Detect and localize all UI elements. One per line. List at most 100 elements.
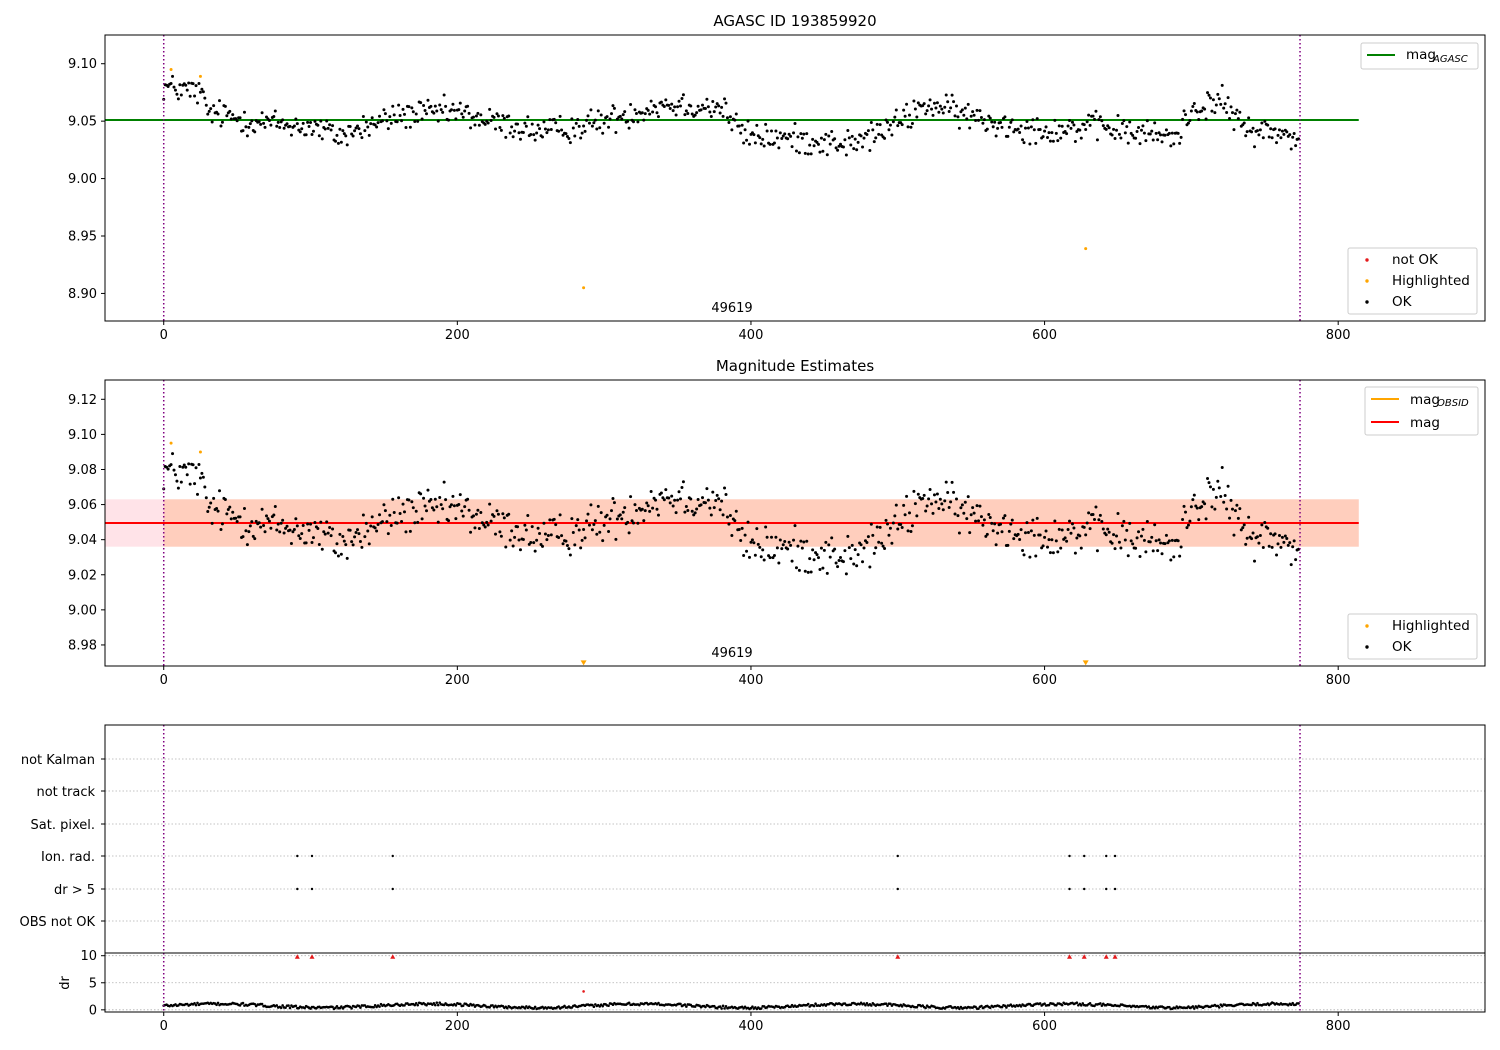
ok-point xyxy=(916,492,920,496)
ok-point xyxy=(1242,121,1246,125)
ok-point xyxy=(900,526,904,530)
ok-point xyxy=(940,107,944,111)
ok-point xyxy=(1079,546,1083,550)
ok-point xyxy=(545,538,549,542)
ok-point xyxy=(193,94,197,98)
ok-point xyxy=(404,126,408,130)
ok-point xyxy=(968,126,972,130)
ok-point xyxy=(244,125,248,129)
ok-point xyxy=(407,105,411,109)
ok-point xyxy=(786,547,790,551)
ok-point xyxy=(357,532,361,536)
ok-point xyxy=(715,493,719,497)
ok-point xyxy=(439,108,443,112)
ok-point xyxy=(768,556,772,560)
ok-point xyxy=(609,112,613,116)
ok-point xyxy=(326,126,330,130)
ok-point xyxy=(1057,124,1061,128)
ok-point xyxy=(248,524,252,528)
ok-point xyxy=(187,462,191,466)
ok-point xyxy=(504,135,508,139)
ok-point xyxy=(793,121,797,125)
ok-point xyxy=(1279,136,1283,140)
ok-point xyxy=(1270,545,1274,549)
ok-point xyxy=(991,125,995,129)
dr-point xyxy=(704,1005,707,1009)
ok-point xyxy=(1097,518,1101,522)
ok-point xyxy=(1285,130,1289,134)
dr-point xyxy=(601,1004,604,1008)
ok-point xyxy=(1213,507,1217,511)
ok-point xyxy=(574,121,578,125)
ok-point xyxy=(1282,132,1286,136)
ok-point xyxy=(695,111,699,115)
ok-point xyxy=(1053,118,1057,122)
ok-point xyxy=(228,505,232,509)
ok-point xyxy=(560,128,564,132)
ok-point xyxy=(426,98,430,102)
ok-point xyxy=(207,505,211,509)
ok-point xyxy=(740,526,744,530)
ok-point xyxy=(1159,133,1163,137)
ok-point xyxy=(988,515,992,519)
ok-point xyxy=(1044,125,1048,129)
ok-point xyxy=(397,496,401,500)
ok-point xyxy=(846,534,850,538)
ok-point xyxy=(885,522,889,526)
ok-point xyxy=(874,546,878,550)
ok-point xyxy=(758,545,762,549)
ok-point xyxy=(1046,545,1050,549)
ok-point xyxy=(1214,103,1218,107)
ok-point xyxy=(621,113,625,117)
ok-point xyxy=(351,543,355,547)
ok-point xyxy=(220,120,224,124)
ok-point xyxy=(676,498,680,502)
ok-point xyxy=(530,122,534,126)
ok-point xyxy=(761,548,765,552)
ok-point xyxy=(184,465,188,469)
ok-point xyxy=(294,117,298,121)
axes-frame xyxy=(104,34,1486,322)
ok-point xyxy=(1217,486,1221,490)
ok-point xyxy=(323,532,327,536)
ok-point xyxy=(671,109,675,113)
ok-point xyxy=(557,129,561,133)
x-tick-label: 0 xyxy=(160,328,168,343)
ok-point xyxy=(1167,539,1171,543)
ok-point xyxy=(1051,139,1055,143)
ok-point xyxy=(466,497,470,501)
flag-point-dr-gt-5 xyxy=(896,887,899,891)
ok-point xyxy=(871,533,875,537)
ok-point xyxy=(212,496,216,500)
ok-point xyxy=(934,500,938,504)
ok-point xyxy=(397,103,401,107)
ok-point xyxy=(777,146,781,150)
ok-point xyxy=(1216,92,1220,96)
ok-point xyxy=(664,488,668,492)
flag-point-dr-gt-5 xyxy=(310,887,314,891)
dr-point xyxy=(789,1005,792,1009)
ok-point xyxy=(969,513,973,517)
ok-point xyxy=(1113,547,1117,551)
ok-point xyxy=(292,527,296,531)
ok-point xyxy=(401,502,405,506)
ok-point xyxy=(1150,535,1154,539)
ok-point xyxy=(1054,131,1058,135)
ok-point xyxy=(742,554,746,558)
ok-point xyxy=(508,538,512,542)
ok-point xyxy=(878,123,882,127)
ok-point xyxy=(1289,563,1293,567)
ok-point xyxy=(981,523,985,527)
ok-point xyxy=(370,116,374,120)
dr-point xyxy=(196,1001,199,1005)
ok-point xyxy=(816,142,820,146)
ok-point xyxy=(1260,121,1264,125)
ok-point xyxy=(872,551,876,555)
ok-point xyxy=(373,526,377,530)
ok-point xyxy=(570,517,574,521)
ok-point xyxy=(686,508,690,512)
ok-point xyxy=(937,110,941,114)
ok-point xyxy=(191,463,195,467)
ok-point xyxy=(489,519,493,523)
dr-point xyxy=(488,1006,491,1009)
